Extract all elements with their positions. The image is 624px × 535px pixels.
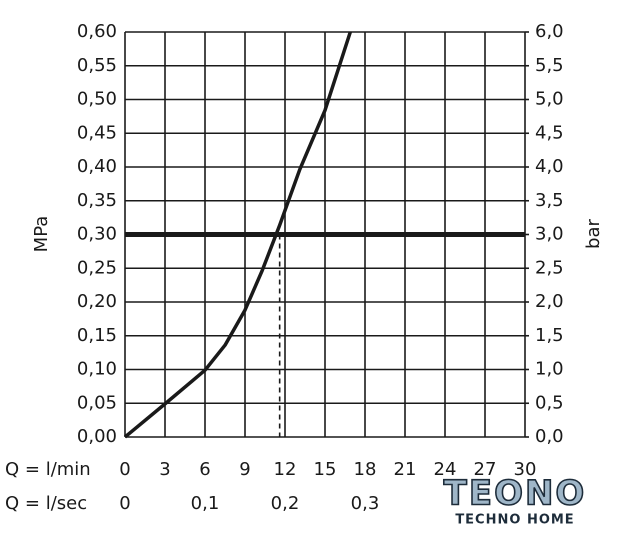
y-tick-label: 0,05 (77, 392, 117, 413)
x2-tick-label: 0,3 (351, 493, 380, 514)
y2-tick-label: 6,0 (535, 21, 564, 42)
y-tick-label: 0,10 (77, 359, 117, 380)
y-tick-label: 0,55 (77, 55, 117, 76)
x-tick-label: 15 (314, 459, 337, 480)
y2-axis-label: bar (583, 218, 604, 248)
x-tick-label: 24 (434, 459, 457, 480)
y-tick-label: 0,00 (77, 426, 117, 447)
x-tick-label: 9 (239, 459, 250, 480)
x2-row-label: Q = l/sec (5, 493, 87, 514)
x-tick-label: 12 (274, 459, 297, 480)
y2-tick-label: 4,5 (535, 122, 564, 143)
x-tick-label: 6 (199, 459, 210, 480)
curve (123, 31, 352, 439)
y-tick-label: 0,15 (77, 325, 117, 346)
y-axis-label: MPa (31, 216, 52, 253)
y2-tick-label: 0,0 (535, 426, 564, 447)
y2-tick-label: 5,0 (535, 89, 564, 110)
y-tick-label: 0,40 (77, 156, 117, 177)
y-tick-label: 0,35 (77, 190, 117, 211)
logo-brand: TEONO (444, 474, 587, 514)
x-tick-label: 21 (394, 459, 417, 480)
x2-tick-label: 0,1 (191, 493, 220, 514)
y-tick-label: 0,30 (77, 224, 117, 245)
y2-tick-label: 0,5 (535, 392, 564, 413)
x-row-label: Q = l/min (5, 459, 91, 480)
x-tick-label: 0 (119, 459, 130, 480)
y-tick-label: 0,20 (77, 291, 117, 312)
y-tick-label: 0,25 (77, 257, 117, 278)
x-tick-label: 30 (514, 459, 537, 480)
y2-tick-label: 4,0 (535, 156, 564, 177)
x-tick-label: 18 (354, 459, 377, 480)
y-tick-label: 0,50 (77, 89, 117, 110)
y2-tick-label: 3,5 (535, 190, 564, 211)
logo-backdrop (436, 478, 594, 530)
y2-tick-label: 1,0 (535, 359, 564, 380)
x-tick-label: 27 (474, 459, 497, 480)
y2-tick-label: 5,5 (535, 55, 564, 76)
logo-tagline: TECHNO HOME (455, 513, 574, 528)
x2-tick-label: 0 (119, 493, 130, 514)
y2-tick-label: 2,5 (535, 257, 564, 278)
y2-tick-label: 2,0 (535, 291, 564, 312)
y2-tick-label: 1,5 (535, 325, 564, 346)
y-tick-label: 0,60 (77, 21, 117, 42)
x2-tick-label: 0,2 (271, 493, 300, 514)
y2-tick-label: 3,0 (535, 224, 564, 245)
x-tick-label: 3 (159, 459, 170, 480)
y-tick-label: 0,45 (77, 122, 117, 143)
